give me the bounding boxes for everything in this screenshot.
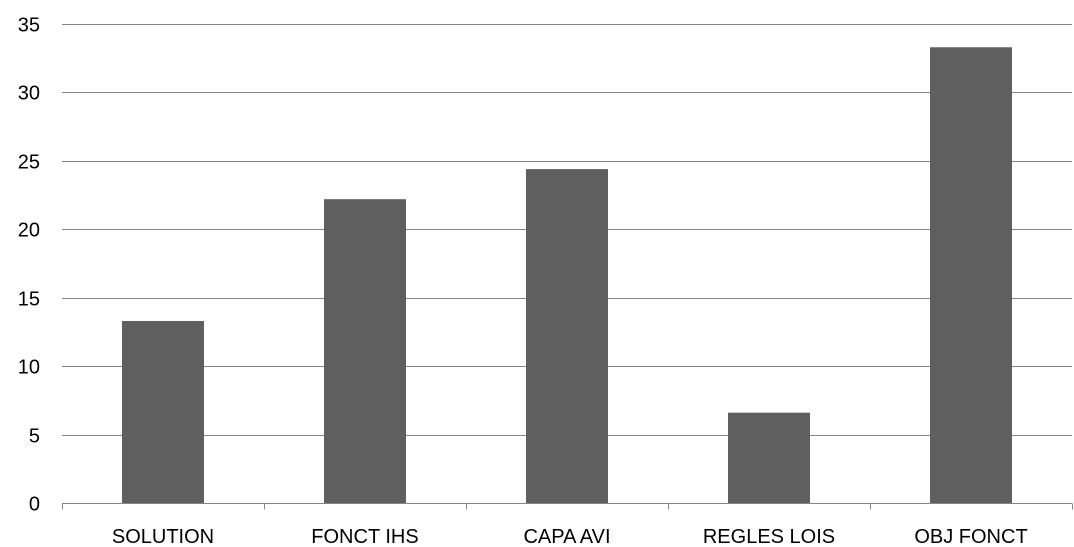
x-category-label: SOLUTION	[112, 526, 214, 547]
x-category-label: REGLES LOIS	[703, 526, 835, 547]
x-category-label: OBJ FONCT	[914, 526, 1027, 547]
y-tick-label: 35	[18, 15, 40, 37]
x-category-label: FONCT IHS	[311, 526, 418, 547]
y-tick-label: 25	[18, 152, 40, 174]
bar-solution	[122, 320, 204, 503]
bar-obj-fonct	[930, 47, 1012, 503]
y-tick-label: 15	[18, 289, 40, 311]
x-axis-category-labels: SOLUTION FONCT IHS CAPA AVI REGLES LOIS OBJ …	[112, 526, 1028, 547]
bars	[122, 47, 1012, 504]
y-tick-label: 0	[29, 494, 40, 516]
y-axis-tick-labels: 0 5 10 15 20 25 30 35	[18, 15, 40, 516]
bar-regles-lois	[728, 412, 810, 503]
y-tick-label: 10	[18, 357, 40, 379]
x-axis	[62, 503, 1073, 510]
bar-fonct-ihs	[324, 199, 406, 504]
y-tick-label: 20	[18, 220, 40, 242]
bar-capa-avi	[526, 169, 608, 503]
x-category-label: CAPA AVI	[523, 526, 610, 547]
y-tick-label: 5	[29, 426, 40, 448]
y-tick-label: 30	[18, 83, 40, 105]
